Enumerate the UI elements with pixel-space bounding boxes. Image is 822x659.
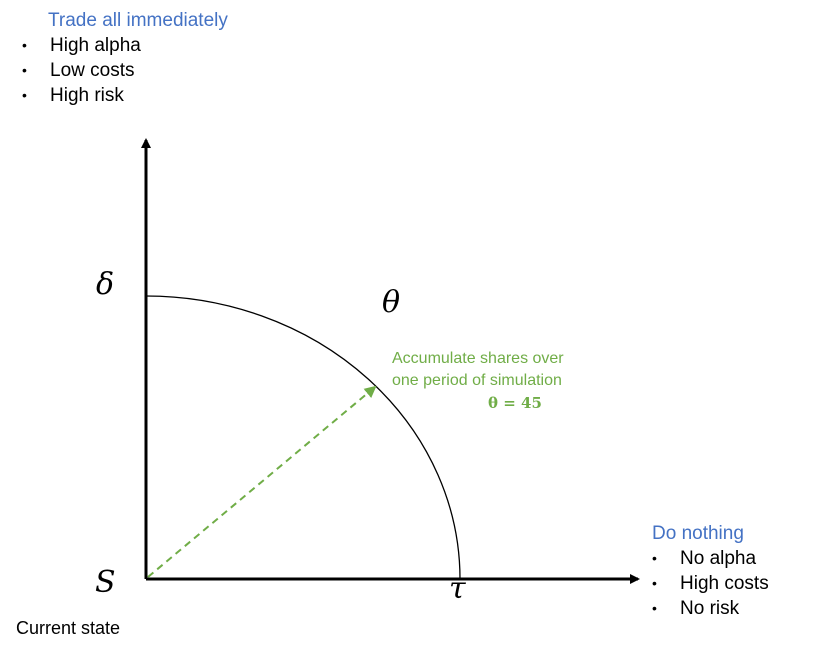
trade-all-block: Trade all immediately High alpha Low cos… (20, 8, 228, 108)
delta-axis-label: δ (96, 267, 115, 302)
trade-all-bullets: High alpha Low costs High risk (20, 33, 228, 108)
accumulate-arrow (147, 385, 377, 578)
do-nothing-bullets: No alpha High costs No risk (650, 546, 769, 621)
list-item: No alpha (650, 546, 769, 571)
tau-axis-label: τ (449, 571, 466, 606)
list-item: High costs (650, 571, 769, 596)
do-nothing-block: Do nothing No alpha High costs No risk (650, 521, 769, 621)
annotation-line-1: Accumulate shares over (392, 350, 564, 367)
list-item: Low costs (20, 58, 228, 83)
theta-label: θ (382, 285, 401, 320)
quarter-arc (145, 295, 461, 580)
do-nothing-title: Do nothing (652, 523, 744, 544)
annotation-line-2: one period of simulation (392, 372, 562, 389)
current-state-caption: Current state (16, 618, 121, 638)
annotation-formula: θ = 45 (488, 394, 542, 412)
origin-label: S (95, 565, 116, 600)
list-item: High alpha (20, 33, 228, 58)
list-item: No risk (650, 596, 769, 621)
trade-all-title: Trade all immediately (48, 10, 228, 31)
list-item: High risk (20, 83, 228, 108)
accumulate-annotation: Accumulate shares over one period of sim… (392, 348, 564, 414)
